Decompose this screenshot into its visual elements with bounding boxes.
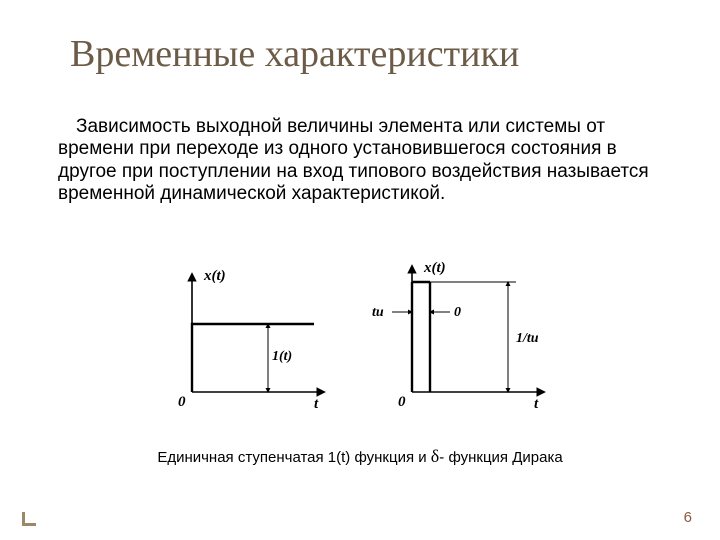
y-axis-label: x(t) bbox=[203, 268, 226, 284]
left-plot: x(t) t 0 1(t) bbox=[178, 268, 324, 412]
pulse-width-label: tи bbox=[372, 305, 384, 320]
y-axis-label: x(t) bbox=[423, 260, 446, 276]
step-curve bbox=[192, 324, 314, 392]
caption-prefix: Единичная ступенчатая 1(t) функция и bbox=[157, 449, 430, 466]
origin-label: 0 bbox=[178, 394, 186, 410]
page-number: 6 bbox=[684, 509, 692, 526]
diagram-svg: x(t) t 0 1(t) bbox=[144, 256, 564, 426]
step-label: 1(t) bbox=[272, 349, 292, 364]
diagram-panel: x(t) t 0 1(t) bbox=[144, 256, 564, 426]
diagram-caption: Единичная ступенчатая 1(t) функция и δ- … bbox=[0, 446, 720, 467]
origin-label: 0 bbox=[398, 394, 406, 410]
pulse-height-label: 1/tи bbox=[516, 331, 539, 346]
corner-accent-icon bbox=[22, 512, 36, 526]
x-axis-label: t bbox=[534, 396, 539, 412]
x-axis-label: t bbox=[314, 396, 319, 412]
body-text: Зависимость выходной величины элемента и… bbox=[58, 116, 670, 206]
slide: Временные характеристики Зависимость вых… bbox=[0, 0, 720, 540]
caption-delta: δ bbox=[431, 446, 439, 466]
right-plot: tи 0 x(t) t 0 1/tи bbox=[372, 260, 544, 412]
zero-mid-label: 0 bbox=[454, 305, 461, 320]
slide-title: Временные характеристики bbox=[70, 32, 519, 76]
caption-suffix: - функция Дирака bbox=[439, 449, 562, 466]
